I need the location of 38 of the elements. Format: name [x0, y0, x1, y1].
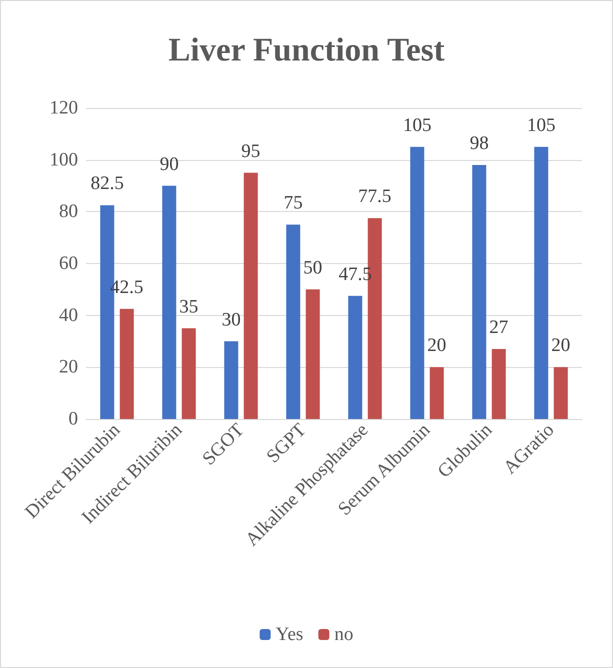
y-tick-label: 40: [59, 304, 78, 326]
bar: [534, 146, 548, 419]
data-label: 35: [179, 296, 198, 318]
y-tick-label: 120: [50, 98, 78, 118]
y-tick-label: 20: [59, 356, 78, 378]
data-label: 105: [526, 114, 556, 136]
data-label: 20: [427, 335, 446, 356]
data-label: 27: [489, 317, 508, 338]
data-label: 90: [160, 154, 179, 175]
y-tick-label: 0: [68, 408, 78, 430]
data-label: 75: [284, 192, 303, 214]
bar: [182, 328, 196, 419]
data-label: 30: [222, 309, 241, 330]
bar: [120, 308, 134, 419]
y-tick-label: 100: [50, 149, 78, 170]
data-label: 77.5: [358, 186, 392, 208]
legend-label: Yes: [276, 624, 304, 645]
data-label: 105: [402, 114, 432, 136]
bar: [430, 367, 444, 419]
chart-title: Liver Function Test: [168, 32, 445, 68]
bar: [472, 165, 486, 419]
data-label: 98: [470, 133, 489, 154]
data-label: 20: [551, 335, 570, 356]
bar: [554, 367, 568, 419]
y-tick-label: 80: [59, 201, 78, 222]
bar: [286, 224, 300, 419]
bar: [492, 349, 506, 419]
bar: [306, 289, 320, 419]
legend-label: no: [334, 624, 354, 645]
data-label: 95: [241, 140, 260, 162]
bar: [244, 172, 258, 419]
bar: [224, 341, 238, 419]
data-label: 82.5: [90, 173, 124, 194]
y-tick-label: 60: [59, 253, 78, 274]
bar: [410, 146, 424, 419]
bar: [348, 296, 362, 419]
bar: [162, 186, 176, 419]
data-label: 50: [303, 257, 322, 278]
